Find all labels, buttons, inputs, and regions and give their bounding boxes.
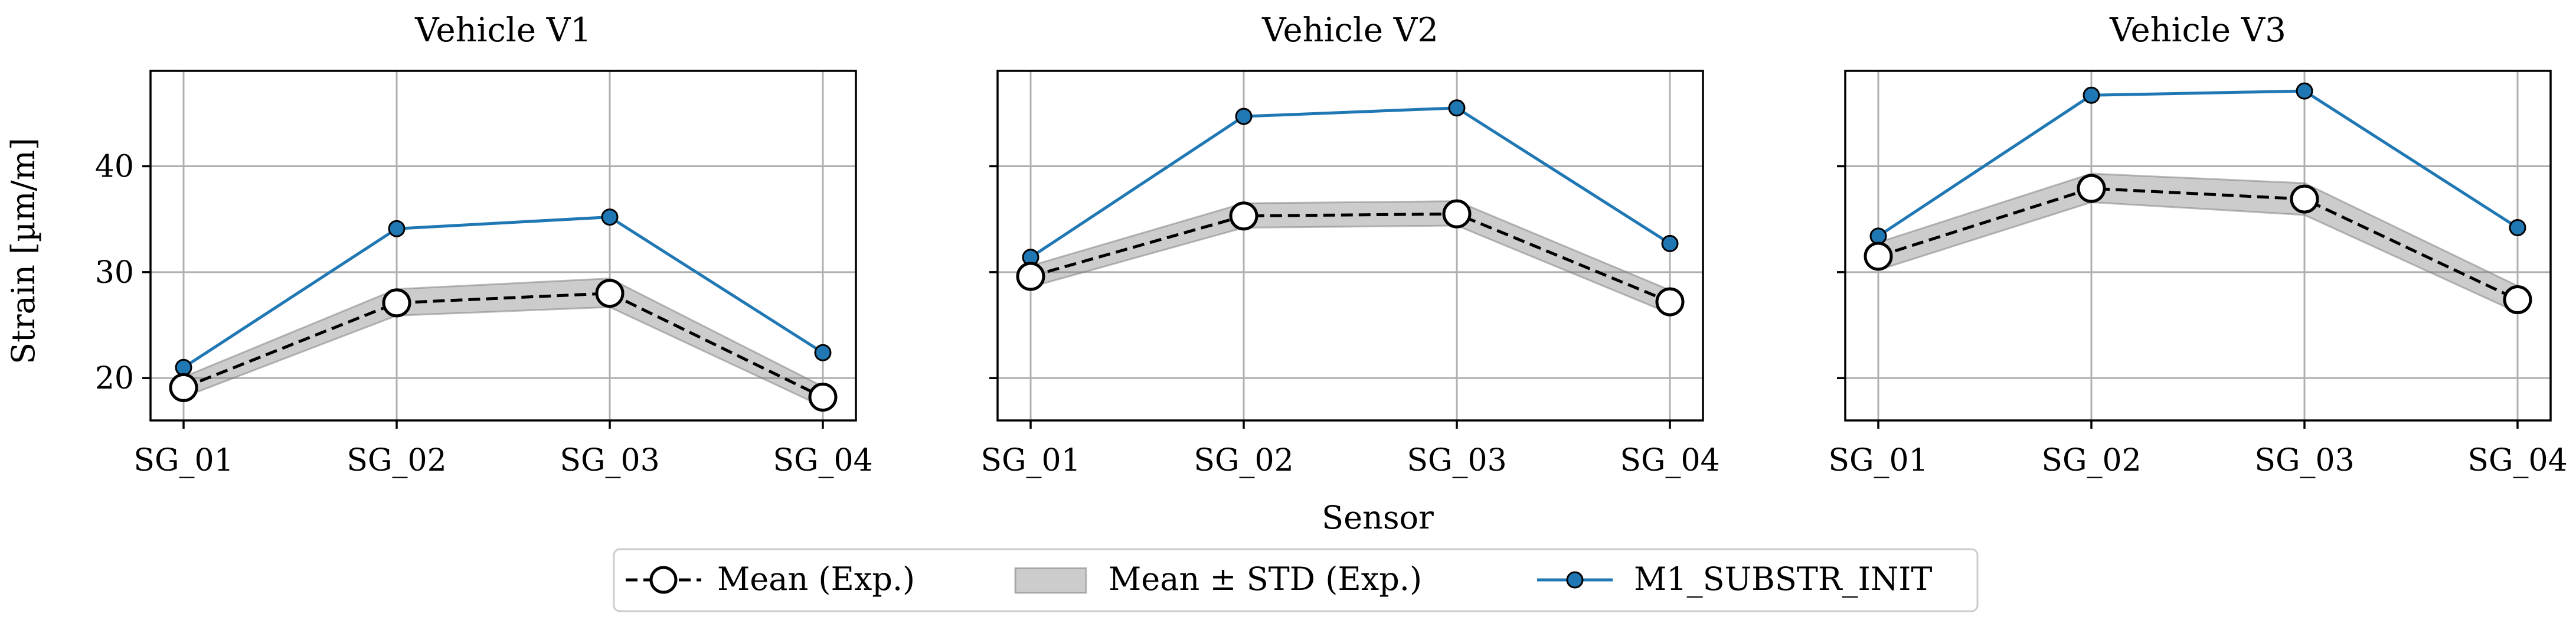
model-series-line	[1029, 106, 1671, 259]
x-tick-label: SG_04	[773, 443, 872, 478]
x-tick-label: SG_02	[1194, 443, 1293, 478]
x-tick-label: SG_03	[1407, 443, 1506, 478]
x-tick-label: SG_01	[1828, 443, 1928, 478]
x-tick-label: SG_02	[346, 443, 446, 478]
legend-entry-mean: Mean (Exp.)	[626, 560, 915, 598]
std-band	[182, 278, 824, 409]
legend: Mean (Exp.) Mean ± STD (Exp.) M1_SUBSTR_…	[613, 548, 1979, 612]
y-axis-label: Strain [µm/m]	[5, 138, 42, 364]
panel-3: Vehicle V3 SG_01 SG_02 SG_03 SG_04	[1828, 11, 2567, 478]
panel-title: Vehicle V1	[414, 11, 591, 50]
mean-point	[2077, 174, 2106, 203]
panel-2: Vehicle V2 SG_01 SG_02 SG_03 SG_04	[980, 11, 1719, 478]
legend-entry-std: Mean ± STD (Exp.)	[1014, 560, 1422, 598]
panel-title: Vehicle V3	[2109, 11, 2286, 50]
model-point	[388, 220, 406, 237]
mean-series-line	[183, 292, 824, 399]
mean-point	[1016, 262, 1045, 291]
y-tick-label: 20	[95, 361, 134, 396]
model-series-line	[182, 216, 824, 369]
x-tick-label: SG_04	[2467, 443, 2567, 478]
mean-point	[169, 373, 198, 402]
model-point	[1661, 234, 1679, 252]
legend-frame	[613, 548, 1979, 612]
legend-model-marker	[1566, 571, 1584, 589]
legend-label-std: Mean ± STD (Exp.)	[1109, 560, 1422, 598]
mean-point	[1442, 199, 1472, 229]
axes-frame	[149, 70, 857, 422]
model-point	[1448, 99, 1466, 117]
mean-point	[1864, 242, 1893, 271]
legend-mean-marker	[649, 566, 678, 594]
model-point	[175, 358, 192, 376]
x-tick-label: SG_01	[133, 443, 233, 478]
axes-frame	[996, 70, 1704, 422]
legend-std-swatch	[1014, 567, 1087, 594]
axes-frame	[1844, 70, 2552, 422]
legend-label-mean: Mean (Exp.)	[717, 560, 915, 598]
mean-point	[2503, 285, 2532, 314]
mean-point	[808, 383, 838, 412]
legend-label-model: M1_SUBSTR_INIT	[1634, 560, 1932, 598]
model-point	[1869, 227, 1887, 245]
mean-point	[1229, 201, 1258, 231]
x-tick-label: SG_04	[1620, 443, 1719, 478]
mean-point	[382, 288, 411, 318]
model-point	[2296, 82, 2313, 100]
x-tick-label: SG_02	[2041, 443, 2141, 478]
model-series-line	[1877, 89, 2519, 237]
y-tick-label: 30	[95, 255, 134, 291]
model-point	[2083, 86, 2100, 104]
model-point	[601, 208, 619, 226]
x-axis-label: Sensor	[1322, 499, 1434, 536]
x-tick-label: SG_01	[980, 443, 1080, 478]
mean-point	[2290, 184, 2319, 214]
mean-point	[1655, 287, 1685, 317]
panel-title: Vehicle V2	[1261, 11, 1439, 50]
mean-series-line	[1030, 212, 1671, 304]
x-tick-label: SG_03	[560, 443, 659, 478]
model-point	[1235, 107, 1253, 125]
panel-1: Vehicle V1 20 30 40 SG_01 SG_02 SG_03 SG_04	[95, 11, 873, 478]
std-band	[1029, 200, 1671, 315]
mean-series-line	[1878, 187, 2519, 301]
model-point	[2509, 219, 2526, 237]
x-tick-label: SG_03	[2254, 443, 2354, 478]
legend-entry-model: M1_SUBSTR_INIT	[1537, 560, 1932, 598]
mean-point	[595, 279, 625, 308]
model-point	[814, 344, 832, 361]
y-tick-label: 40	[95, 149, 134, 184]
